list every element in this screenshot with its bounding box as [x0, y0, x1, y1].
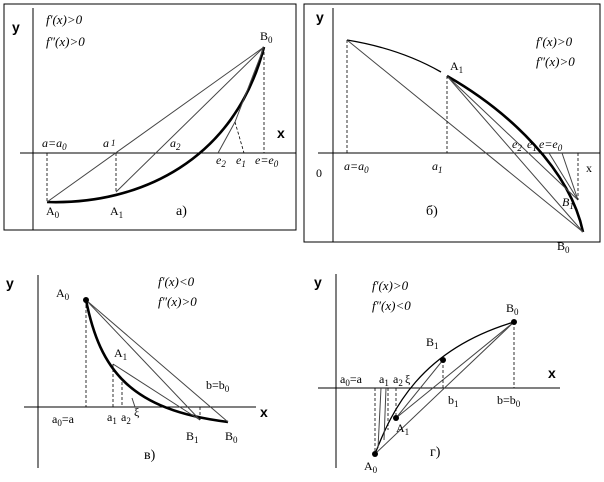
- panel-c-label-pt-b0: B0: [225, 429, 238, 445]
- panel-d-caption: г): [430, 445, 441, 460]
- panel-b-label-e2: e2: [512, 137, 522, 153]
- panel-b-condition-1: f′(x)>0: [536, 34, 573, 49]
- panel-d-chord-1: [395, 321, 515, 419]
- panel-b-curve-upper: [346, 39, 442, 73]
- panel-b-label-pt-b0: B0: [557, 239, 570, 255]
- panel-d-label-xi: ξ: [405, 372, 411, 386]
- panel-b-chord-1: [446, 75, 584, 233]
- panel-d-point-a0: [372, 451, 378, 457]
- panel-a-chord-2: [234, 46, 265, 123]
- panel-b-caption: б): [426, 204, 438, 219]
- panel-a-curve: [46, 46, 266, 204]
- panel-c-chord-2: [112, 363, 201, 421]
- panel-d-point-b0: [511, 319, 517, 325]
- panel-d-label-a2: a2: [393, 372, 403, 388]
- panel-a-label-e2: e2: [216, 153, 226, 169]
- panel-c-y-label: y: [6, 275, 14, 291]
- panel-a-label-e-eq-e0: e=e0: [255, 153, 279, 169]
- panel-c-x-label: x: [260, 404, 268, 420]
- panel-c-point-a0: [83, 297, 89, 303]
- panel-c-chord-1: [85, 299, 201, 421]
- panel-d-chord-0: [374, 321, 515, 455]
- panel-b: y x 0 f′(x)>0 f″(x)>0 A1 a=a0 a1 e2 e1 e…: [303, 3, 601, 255]
- panel-d-a2-tick: [383, 387, 387, 441]
- panel-a-condition-2: f″(x)>0: [46, 34, 85, 49]
- panel-d-point-b1: [440, 357, 446, 363]
- panel-b-curve-lower: [446, 74, 585, 233]
- panel-b-chord-0: [346, 39, 584, 233]
- panel-c-chord-0: [85, 299, 229, 423]
- panel-c-condition-2: f″(x)>0: [158, 294, 197, 309]
- panel-c-caption: в): [144, 448, 156, 463]
- panel-a-frame: [3, 3, 297, 231]
- panel-a-label-a-eq-a0: a=a0: [42, 136, 67, 152]
- panel-c-label-pt-a0: A0: [56, 286, 70, 302]
- panel-a-label-a2: a2: [170, 136, 181, 152]
- panel-c-label-a1: a1: [107, 410, 117, 426]
- panel-b-label-e1: e1: [527, 137, 537, 153]
- panel-d-label-a1: a1: [379, 372, 389, 388]
- panel-b-label-pt-a1: A1: [450, 59, 463, 75]
- panel-d-y-label: y: [314, 274, 322, 290]
- panel-a-chord-0: [46, 46, 265, 203]
- panel-d-chord-2: [395, 359, 444, 419]
- panel-d-label-pt-b1: B1: [426, 335, 439, 351]
- panel-a-label-pt-a1: A1: [110, 204, 123, 220]
- panel-d: y x f′(x)>0 f″(x)<0 B0 B1 a0=a a1 a2 ξ b…: [314, 274, 560, 475]
- panel-a-chord-1: [115, 46, 265, 193]
- panel-b-chord-3: [548, 152, 579, 201]
- panel-d-condition-2: f″(x)<0: [372, 298, 411, 313]
- panel-a-drop-e1: [234, 121, 245, 154]
- panel-d-label-a0-eq-a: a0=a: [340, 372, 363, 388]
- panel-a-condition-1: f′(x)>0: [46, 12, 83, 27]
- panel-b-frame: [303, 3, 601, 243]
- panel-b-x-label: x: [586, 161, 592, 175]
- panel-c-label-xi: ξ: [134, 405, 140, 419]
- panel-d-label-b1: b1: [448, 393, 459, 409]
- panel-b-label-a1: a1: [432, 159, 443, 175]
- panel-d-curve: [374, 321, 515, 455]
- panel-d-condition-1: f′(x)>0: [372, 278, 409, 293]
- panel-d-label-pt-a1: A1: [396, 421, 409, 437]
- panel-d-point-a1: [393, 415, 399, 421]
- panel-d-a1-tick: [377, 387, 382, 449]
- panel-a-label-e1: e1: [236, 153, 246, 169]
- panel-b-chord-4: [561, 152, 579, 201]
- panel-c-label-pt-b1: B1: [186, 429, 199, 445]
- panel-d-x-label: x: [548, 365, 556, 381]
- panel-d-label-b-eq-b0: b=b0: [497, 393, 521, 409]
- panel-a-caption: а): [176, 204, 187, 219]
- panel-a-label-b0: B0: [260, 29, 273, 45]
- panel-b-chord-2: [446, 75, 579, 201]
- panel-b-label-pt-b1: B1: [562, 195, 574, 211]
- panel-a-y-label: y: [12, 19, 20, 35]
- panel-c-label-pt-a1: A1: [114, 346, 127, 362]
- panel-c-condition-1: f′(x)<0: [158, 274, 195, 289]
- panel-a-label-pt-a0: A0: [46, 204, 60, 220]
- panel-c: y x f′(x)<0 f″(x)>0 A0 A1 b=b0 a0=a a1 a…: [6, 274, 268, 468]
- panel-c-xi-mark: [131, 397, 136, 408]
- panel-b-label-e-eq-e0: e=e0: [539, 137, 563, 153]
- panel-a-tangent-line: [217, 121, 236, 154]
- panel-b-y-label: y: [316, 9, 324, 25]
- panel-c-label-a2: a2: [121, 410, 131, 426]
- panel-d-label-pt-a0: A0: [364, 459, 378, 475]
- panel-b-label-a-eq-a0: a=a0: [344, 159, 369, 175]
- panel-d-label-pt-b0: B0: [506, 301, 519, 317]
- panel-b-origin-label: 0: [316, 166, 322, 180]
- panel-b-condition-2: f″(x)>0: [536, 54, 575, 69]
- panel-c-label-b-eq-b0: b=b0: [206, 378, 230, 394]
- panel-a-x-label: x: [277, 125, 285, 141]
- panel-c-label-a0-eq-a: a0=a: [52, 412, 75, 428]
